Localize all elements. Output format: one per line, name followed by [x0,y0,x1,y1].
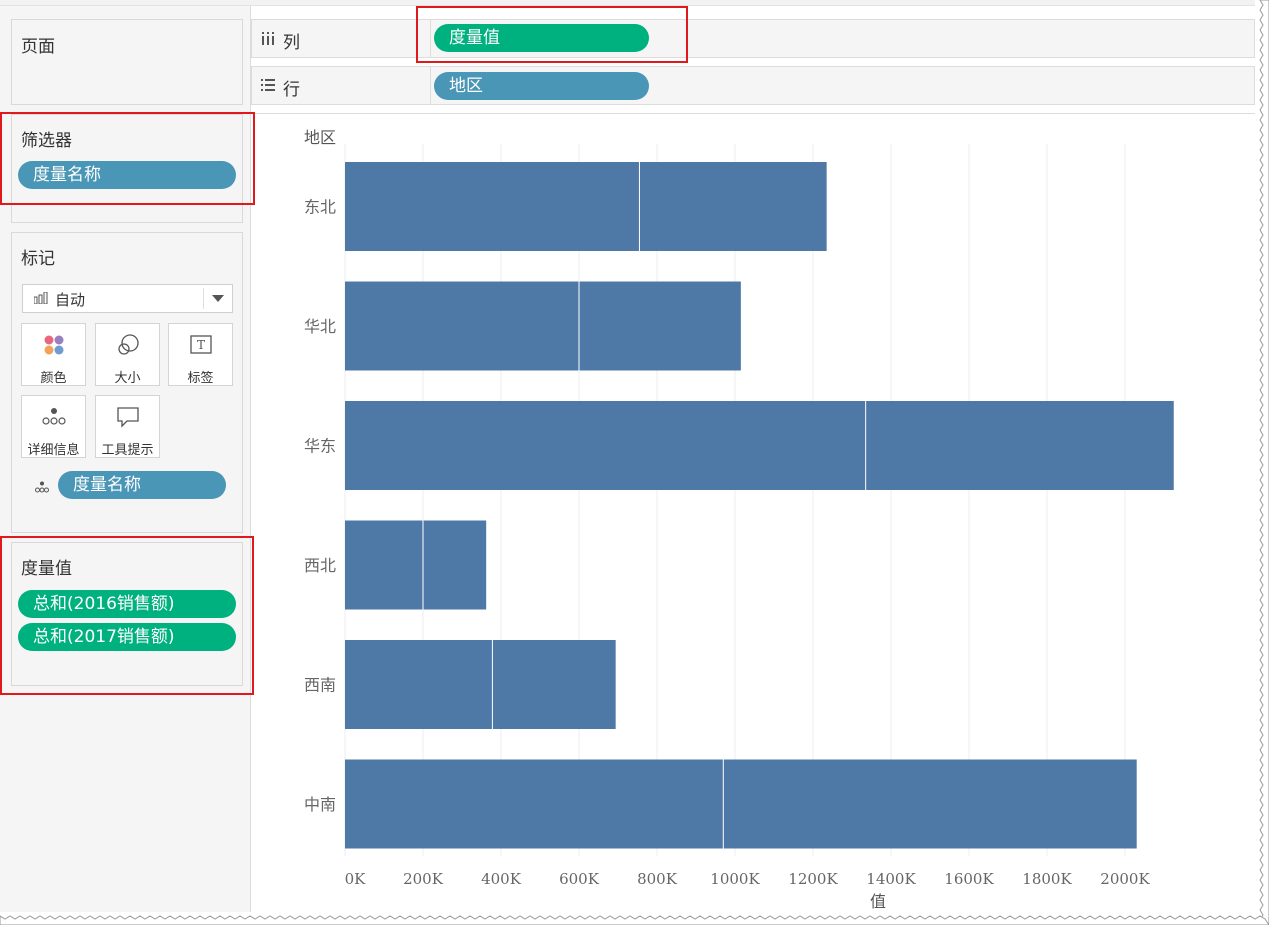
mark-type-value: 自动 [55,291,86,309]
chevron-down-icon[interactable] [212,295,224,302]
measure-pill-2016-sales[interactable]: 总和(2016销售额) [18,590,236,618]
pages-card[interactable]: 页面 [11,19,243,105]
rows-icon [261,79,275,91]
mark-type-dropdown[interactable]: 自动 [22,284,233,313]
torn-edge-right [1259,0,1269,925]
svg-text:T: T [196,338,204,352]
rows-shelf-header: 行 [252,67,431,104]
x-tick-label: 1600K [944,870,994,888]
bar-segment[interactable] [345,759,724,849]
category-label: 华东 [304,437,336,456]
row-header-label: 地区 [304,128,336,147]
columns-icon [262,32,274,45]
x-tick-label: 800K [637,870,678,888]
bar-segment[interactable] [639,162,827,251]
x-tick-label: 0K [345,870,367,888]
bar-segment[interactable] [492,640,616,729]
marks-title: 标记 [21,249,55,269]
rows-shelf[interactable]: 行 地区 [251,66,1255,105]
filter-pill-measure-names[interactable]: 度量名称 [18,161,236,189]
category-label: 华北 [304,317,336,336]
size-circles-icon [117,334,139,355]
top-toolbar-strip [0,0,1255,6]
bar-segment[interactable] [345,520,423,610]
bar-segment[interactable] [345,281,579,371]
color-dots-icon [44,335,63,355]
category-label: 西北 [304,556,336,575]
text-label-icon: T [189,335,212,354]
bar-segment[interactable] [723,759,1137,849]
detail-small-icon [35,481,49,493]
x-tick-label: 600K [559,870,600,888]
columns-shelf-header: 列 [252,20,431,57]
tooltip-bubble-icon [116,407,139,428]
color-button[interactable]: 颜色 [21,323,86,386]
bar-segment[interactable] [345,162,640,251]
label-button[interactable]: T 标签 [168,323,233,386]
tooltip-button[interactable]: 工具提示 [95,395,160,458]
filters-card[interactable]: 筛选器 度量名称 [11,114,243,223]
pages-title: 页面 [21,37,55,57]
columns-pill-measure-values[interactable]: 度量值 [434,24,649,52]
measure-values-card: 度量值 总和(2016销售额) 总和(2017销售额) [11,542,243,686]
category-label: 东北 [304,198,336,217]
size-button[interactable]: 大小 [95,323,160,386]
columns-label: 列 [283,33,300,53]
marks-card: 标记 自动 颜色 [11,232,243,533]
x-tick-label: 1400K [866,870,916,888]
x-tick-label: 2000K [1100,870,1150,888]
size-label: 大小 [114,371,141,386]
x-tick-label: 200K [403,870,444,888]
bar-segment[interactable] [345,401,866,490]
rows-pill-region[interactable]: 地区 [434,72,649,100]
measure-pill-2017-sales[interactable]: 总和(2017销售额) [18,623,236,651]
columns-shelf[interactable]: 列 度量值 [251,19,1255,58]
left-sidebar: 页面 筛选器 度量名称 标记 自动 [0,6,251,912]
measure-values-title: 度量值 [21,559,72,579]
x-tick-label: 1800K [1022,870,1072,888]
x-tick-label: 1200K [788,870,838,888]
detail-dots-icon [41,408,66,425]
bar-segment[interactable] [865,401,1174,490]
filters-title: 筛选器 [21,131,72,151]
detail-label: 详细信息 [27,443,80,458]
bar-segment[interactable] [345,640,493,729]
x-tick-label: 400K [481,870,522,888]
torn-edge-bottom [0,915,1269,925]
bar-segment[interactable] [423,520,487,610]
category-label: 西南 [304,676,336,695]
detail-pill-measure-names[interactable]: 度量名称 [58,471,226,499]
bar-chart-icon [34,292,48,304]
tooltip-label: 工具提示 [101,443,154,458]
dropdown-separator [203,288,204,309]
detail-button[interactable]: 详细信息 [21,395,86,458]
x-tick-label: 1000K [710,870,760,888]
rows-label: 行 [283,80,300,100]
color-label: 颜色 [40,371,67,386]
bar-segment[interactable] [579,281,741,371]
x-axis-title: 值 [870,892,886,911]
category-label: 中南 [304,795,336,814]
label-label: 标签 [187,371,214,386]
chart-view: 东北华北华东西北西南中南 0K 200K 400K 600K 800K 1000K 1200… [252,113,1255,912]
